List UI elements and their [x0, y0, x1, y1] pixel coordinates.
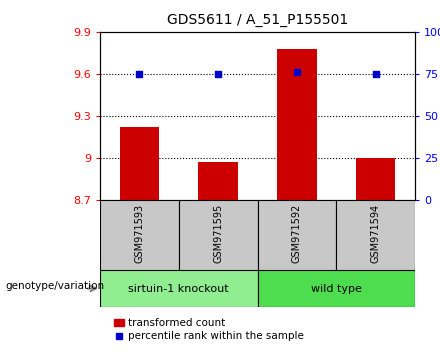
Bar [356, 158, 395, 200]
Bar [336, 200, 415, 270]
Bar [277, 49, 316, 200]
Text: GSM971593: GSM971593 [134, 204, 144, 263]
Bar [100, 200, 179, 270]
Text: genotype/variation: genotype/variation [5, 281, 104, 291]
Legend: transformed count, percentile rank within the sample: transformed count, percentile rank withi… [110, 314, 308, 346]
Title: GDS5611 / A_51_P155501: GDS5611 / A_51_P155501 [167, 13, 348, 27]
Text: sirtuin-1 knockout: sirtuin-1 knockout [128, 284, 229, 293]
Bar [257, 270, 415, 307]
Bar [198, 162, 238, 200]
Point [136, 71, 143, 77]
Point [372, 71, 379, 77]
Bar [179, 200, 257, 270]
Text: GSM971594: GSM971594 [370, 204, 381, 263]
Text: GSM971595: GSM971595 [213, 204, 223, 263]
Point [293, 69, 301, 75]
Text: wild type: wild type [311, 284, 362, 293]
Text: GSM971592: GSM971592 [292, 204, 302, 263]
Point [215, 71, 222, 77]
Bar [257, 200, 336, 270]
Bar [100, 270, 257, 307]
Bar [120, 127, 159, 200]
